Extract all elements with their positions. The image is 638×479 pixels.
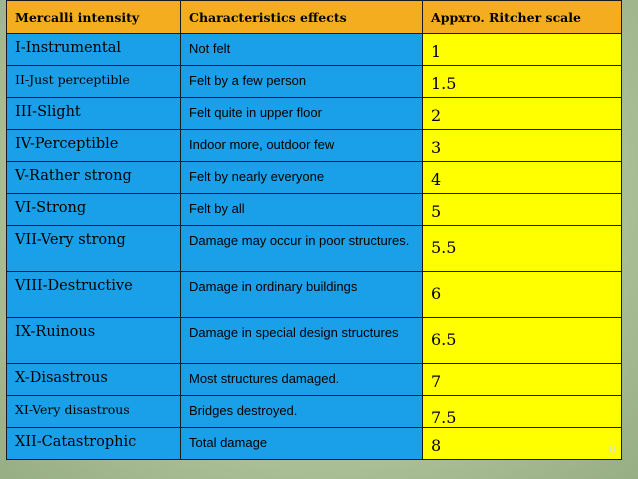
effect-cell: Felt by nearly everyone [180,161,423,194]
intensity-cell: XI-Very disastrous [6,395,181,428]
effect-cell: Damage may occur in poor structures. [180,225,423,272]
table-row: X-Disastrous Most structures damaged. 7 [6,363,622,396]
effect-cell: Felt quite in upper floor [180,97,423,130]
intensity-cell: VI-Strong [6,193,181,226]
table-row: III-Slight Felt quite in upper floor 2 [6,97,622,130]
intensity-cell: IX-Ruinous [6,317,181,364]
table-row: V-Rather strong Felt by nearly everyone … [6,161,622,194]
effect-cell: Most structures damaged. [180,363,423,396]
intensity-cell: IV-Perceptible [6,129,181,162]
effect-cell: Damage in special design structures [180,317,423,364]
mercalli-table: Mercalli intensity Characteristics effec… [6,0,622,460]
scale-cell: 1.5 [422,65,622,98]
scale-cell: 5 [422,193,622,226]
table-row: IX-Ruinous Damage in special design stru… [6,317,622,364]
intensity-cell: III-Slight [6,97,181,130]
intensity-cell: I-Instrumental [6,33,181,66]
scale-cell: 3 [422,129,622,162]
header-mercalli-intensity: Mercalli intensity [6,0,181,34]
scale-cell: 7 [422,363,622,396]
effect-cell: Damage in ordinary buildings [180,271,423,318]
header-richter-scale: Appxro. Ritcher scale [422,0,622,34]
scale-cell: 6.5 [422,317,622,364]
scale-cell: 6 [422,271,622,318]
table-row: I-Instrumental Not felt 1 [6,33,622,66]
table-row: II-Just perceptible Felt by a few person… [6,65,622,98]
intensity-cell: VIII-Destructive [6,271,181,318]
scale-cell: 1 [422,33,622,66]
table-row: VII-Very strong Damage may occur in poor… [6,225,622,272]
header-characteristics-effects: Characteristics effects [180,0,423,34]
intensity-cell: XII-Catastrophic [6,427,181,460]
slide-page-number: 6 [609,443,616,456]
intensity-cell: VII-Very strong [6,225,181,272]
scale-cell: 5.5 [422,225,622,272]
effect-cell: Felt by a few person [180,65,423,98]
scale-cell: 4 [422,161,622,194]
scale-cell: 2 [422,97,622,130]
intensity-cell: II-Just perceptible [6,65,181,98]
scale-cell: 7.5 [422,395,622,428]
intensity-cell: V-Rather strong [6,161,181,194]
intensity-cell: X-Disastrous [6,363,181,396]
effect-cell: Total damage [180,427,423,460]
table-row: VI-Strong Felt by all 5 [6,193,622,226]
table-header-row: Mercalli intensity Characteristics effec… [6,0,622,34]
table-row: XI-Very disastrous Bridges destroyed. 7.… [6,395,622,428]
effect-cell: Indoor more, outdoor few [180,129,423,162]
effect-cell: Felt by all [180,193,423,226]
table-row: XII-Catastrophic Total damage 8 [6,427,622,460]
effect-cell: Bridges destroyed. [180,395,423,428]
scale-cell: 8 [422,427,622,460]
table-row: IV-Perceptible Indoor more, outdoor few … [6,129,622,162]
effect-cell: Not felt [180,33,423,66]
table-row: VIII-Destructive Damage in ordinary buil… [6,271,622,318]
